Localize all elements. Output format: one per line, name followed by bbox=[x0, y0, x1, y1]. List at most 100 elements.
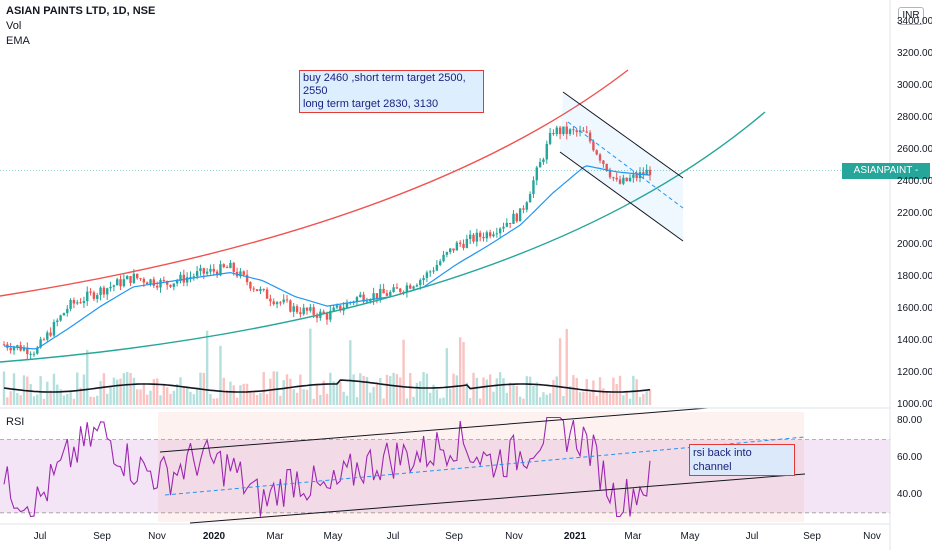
candle-body bbox=[139, 278, 142, 280]
volume-bar bbox=[399, 377, 402, 405]
legend-symbol[interactable]: ASIAN PAINTS LTD, 1D, NSE bbox=[6, 5, 156, 17]
volume-bar bbox=[558, 338, 562, 405]
legend: ASIAN PAINTS LTD, 1D, NSE Vol EMA bbox=[6, 4, 155, 49]
candle-body bbox=[282, 299, 285, 303]
candle-body bbox=[422, 277, 425, 281]
candle-body bbox=[322, 311, 325, 314]
volume-bar bbox=[162, 384, 166, 405]
volume-bar bbox=[182, 387, 186, 405]
trade-note[interactable]: buy 2460 ,short term target 2500, 2550 l… bbox=[299, 70, 484, 113]
legend-vol[interactable]: Vol bbox=[6, 20, 22, 32]
candle-body bbox=[119, 279, 122, 287]
candle-body bbox=[625, 177, 628, 182]
price-tick-label: 2200.00 bbox=[897, 207, 932, 219]
candle-body bbox=[309, 307, 312, 311]
candle-body bbox=[82, 301, 86, 304]
rsi-channel-upper bbox=[159, 407, 709, 453]
volume-bar bbox=[219, 345, 222, 405]
drawings-layer bbox=[0, 69, 766, 363]
candle-body bbox=[518, 208, 522, 222]
volume-bar bbox=[432, 384, 435, 405]
currency-badge[interactable]: INR bbox=[898, 7, 924, 25]
candle-body bbox=[129, 276, 132, 284]
volume-bar bbox=[329, 372, 332, 405]
volume-bar bbox=[139, 389, 142, 405]
volume-bar bbox=[142, 383, 146, 405]
channel-lower-line bbox=[559, 151, 684, 242]
candle-body bbox=[249, 282, 252, 289]
candle-body bbox=[302, 307, 305, 315]
volume-bar bbox=[282, 380, 285, 405]
volume-bar bbox=[645, 391, 648, 405]
time-tick-label: Jul bbox=[33, 531, 47, 542]
rsi-tick-label: 40.00 bbox=[897, 488, 923, 500]
candle-body bbox=[575, 130, 578, 133]
volume-average-line bbox=[3, 379, 651, 393]
legend-ema[interactable]: EMA bbox=[6, 35, 30, 47]
time-tick-label: 2020 bbox=[202, 531, 226, 542]
volume-bar bbox=[562, 396, 565, 405]
volume-bar bbox=[542, 392, 545, 405]
candle-body bbox=[259, 289, 262, 291]
candle-body bbox=[495, 233, 499, 235]
candle-body bbox=[262, 289, 265, 291]
volume-bar bbox=[478, 398, 482, 405]
rsi-tick-label: 80.00 bbox=[897, 415, 923, 427]
volume-bar bbox=[59, 389, 62, 405]
candle-body bbox=[272, 301, 275, 305]
volume-bar bbox=[272, 371, 275, 405]
price-tick-label: 1400.00 bbox=[897, 335, 932, 347]
candle-body bbox=[468, 234, 472, 239]
rsi-label[interactable]: RSI bbox=[6, 416, 25, 428]
candle-body bbox=[382, 288, 385, 294]
volume-bar bbox=[265, 394, 269, 405]
volume-bar bbox=[229, 381, 232, 405]
volume-bar bbox=[622, 395, 625, 405]
volume-bar bbox=[116, 379, 119, 405]
time-tick-label: 2021 bbox=[563, 531, 587, 542]
volume-bar bbox=[502, 378, 505, 405]
candle-body bbox=[602, 160, 605, 164]
volume-bar bbox=[205, 330, 209, 405]
candle-body bbox=[472, 234, 475, 242]
volume-bar bbox=[6, 397, 9, 405]
rsi-note[interactable]: rsi back into channel bbox=[689, 444, 795, 476]
volume-bar bbox=[552, 379, 555, 405]
price-tick-label: 3000.00 bbox=[897, 79, 932, 91]
volume-bar bbox=[16, 393, 19, 405]
candle-body bbox=[295, 306, 299, 313]
candle-body bbox=[179, 274, 182, 281]
candle-body bbox=[39, 339, 42, 348]
candle-body bbox=[345, 302, 349, 308]
volume-bar bbox=[46, 381, 49, 405]
candle-body bbox=[102, 287, 106, 295]
candle-body bbox=[645, 169, 648, 175]
volume-bar bbox=[352, 374, 355, 405]
candle-body bbox=[132, 273, 136, 284]
candle-body bbox=[275, 302, 279, 305]
candle-body bbox=[455, 242, 459, 251]
candle-body bbox=[355, 297, 359, 302]
volume-bar bbox=[242, 383, 245, 405]
candle-body bbox=[445, 252, 449, 255]
volume-bar bbox=[409, 373, 412, 405]
candle-body bbox=[122, 279, 126, 287]
volume-bar bbox=[255, 395, 259, 405]
volume-bar bbox=[582, 391, 585, 405]
volume-bar bbox=[339, 381, 342, 405]
candle-body bbox=[149, 279, 152, 285]
candle-body bbox=[106, 288, 109, 295]
time-tick-label: Nov bbox=[863, 531, 881, 542]
volume-bar bbox=[492, 391, 495, 405]
candle-body bbox=[229, 262, 232, 269]
volume-bar bbox=[595, 395, 598, 405]
volume-bar bbox=[528, 376, 532, 405]
volume-bar bbox=[149, 390, 152, 405]
candle-body bbox=[79, 302, 82, 304]
volume-bar bbox=[535, 382, 538, 405]
volume-bar bbox=[429, 392, 432, 405]
price-tick-label: 2800.00 bbox=[897, 111, 932, 123]
volume-bar bbox=[212, 398, 215, 405]
volume-bar bbox=[106, 393, 109, 405]
volume-bar bbox=[172, 390, 176, 405]
